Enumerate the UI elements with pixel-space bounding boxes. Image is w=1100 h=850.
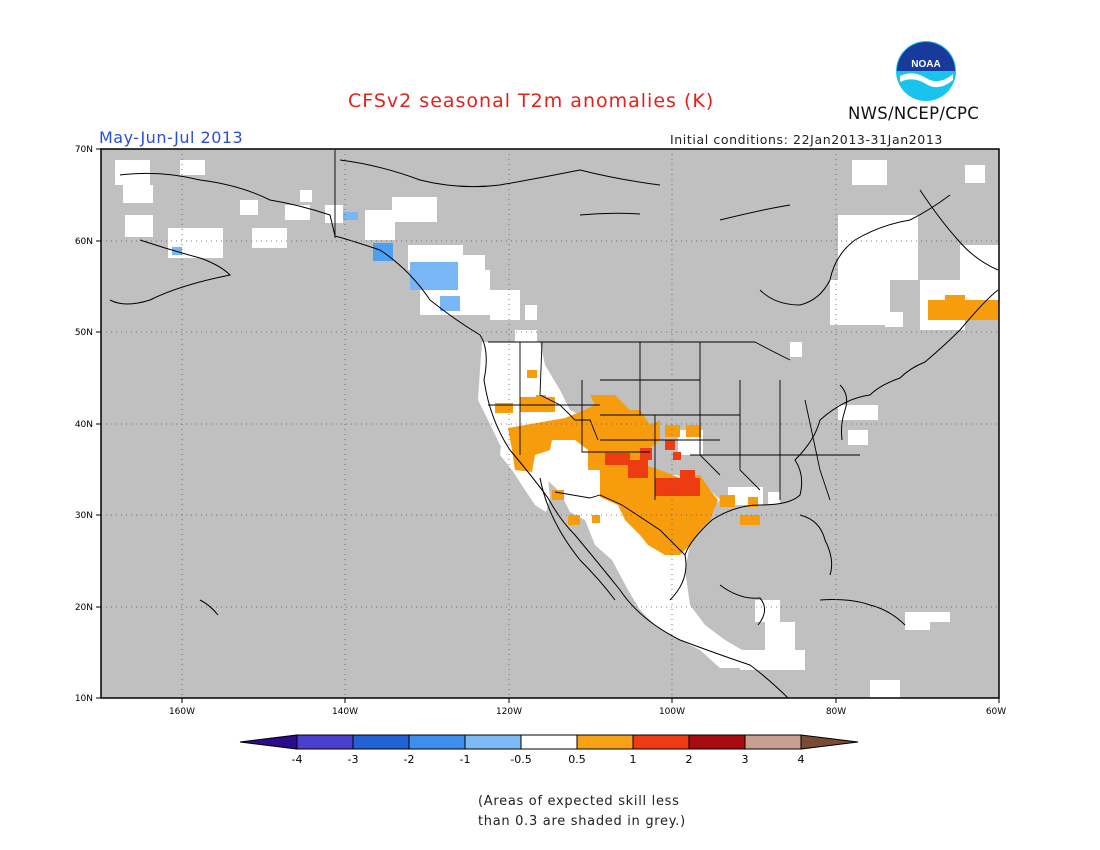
initial-conditions: Initial conditions: 22Jan2013-31Jan2013	[670, 132, 943, 147]
lon-label: 160W	[169, 707, 195, 717]
noaa-logo: NOAA	[895, 40, 957, 102]
colorbar-swatch	[296, 734, 354, 750]
colorbar-tick: 3	[742, 753, 749, 766]
colorbar-tick: -4	[292, 753, 303, 766]
footnote-line: (Areas of expected skill less	[478, 794, 680, 809]
forecast-period: May-Jun-Jul 2013	[99, 128, 244, 147]
lon-label: 80W	[826, 707, 846, 717]
colorbar-tick: 1	[630, 753, 637, 766]
coastlines	[109, 159, 999, 698]
colorbar-swatch	[576, 734, 634, 750]
lon-label: 100W	[659, 707, 685, 717]
colorbar-tick: 2	[686, 753, 693, 766]
colorbar-tick: -3	[348, 753, 359, 766]
chart-title: CFSv2 seasonal T2m anomalies (K)	[348, 90, 715, 112]
lon-label: 140W	[332, 707, 358, 717]
colorbar-tick: 0.5	[568, 753, 586, 766]
lon-label: 120W	[496, 707, 522, 717]
lat-label: 20N	[75, 603, 93, 613]
colorbar-swatch	[464, 734, 522, 750]
skill-footnote: (Areas of expected skill less than 0.3 a…	[478, 792, 686, 832]
colorbar-swatch	[688, 734, 746, 750]
lat-label: 40N	[75, 420, 93, 430]
lat-label: 50N	[75, 328, 93, 338]
colorbar-tick: 4	[798, 753, 805, 766]
colorbar-swatch	[352, 734, 410, 750]
logo-text: NOAA	[911, 59, 940, 70]
colorbar-high-end	[800, 734, 859, 750]
colorbar	[239, 734, 859, 750]
political-borders	[334, 150, 860, 556]
colorbar-tick: -1	[460, 753, 471, 766]
colorbar-swatch	[520, 734, 578, 750]
colorbar-tick: -0.5	[510, 753, 531, 766]
colorbar-swatch	[632, 734, 690, 750]
axis-ticks	[96, 148, 1000, 703]
lat-label: 10N	[75, 694, 93, 704]
agency-label: NWS/NCEP/CPC	[848, 104, 980, 123]
footnote-line: than 0.3 are shaded in grey.)	[478, 814, 686, 829]
lat-label: 70N	[75, 145, 93, 155]
lon-label: 60W	[986, 707, 1006, 717]
lat-label: 60N	[75, 237, 93, 247]
colorbar-tick: -2	[404, 753, 415, 766]
warm-anomalies-2	[605, 440, 700, 496]
colorbar-low-end	[239, 734, 298, 750]
colorbar-swatch	[408, 734, 466, 750]
lat-label: 30N	[75, 511, 93, 521]
warm-anomalies-1	[495, 295, 999, 555]
colorbar-swatch	[744, 734, 802, 750]
